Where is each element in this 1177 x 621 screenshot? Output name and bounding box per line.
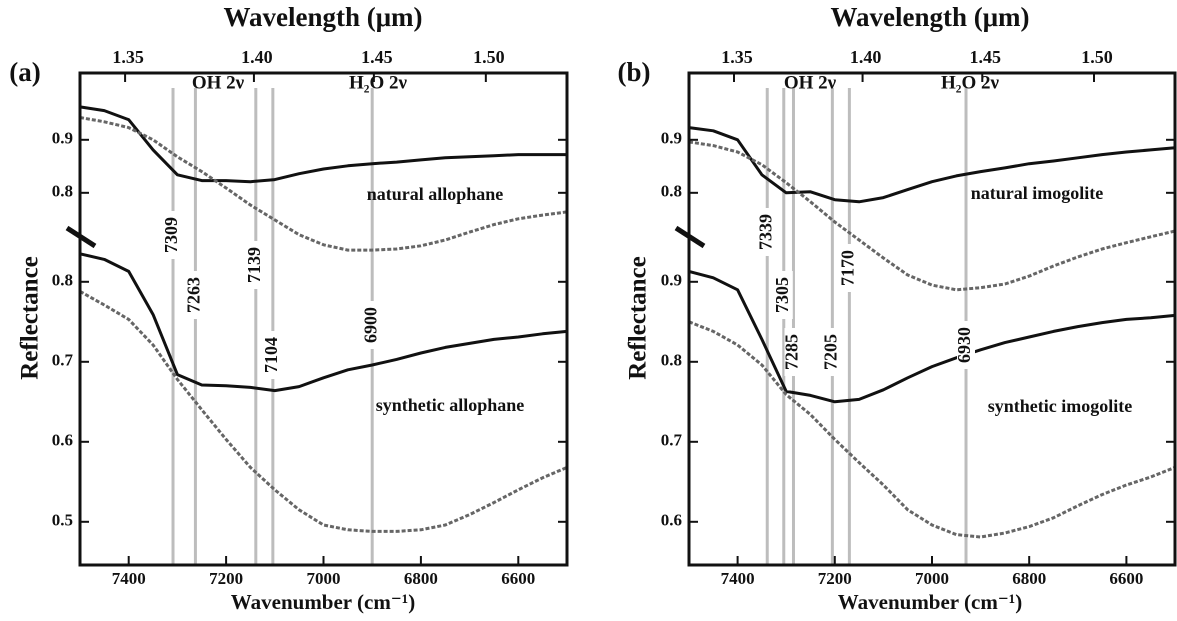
x-tick-label: 7400 bbox=[112, 569, 146, 588]
y-tick-label: 0.5 bbox=[52, 511, 73, 530]
reference-label: 7170 bbox=[838, 250, 858, 286]
reference-label: 7305 bbox=[772, 277, 792, 313]
spectrum-line bbox=[79, 116, 568, 252]
x-tick-label: 7200 bbox=[209, 569, 243, 588]
series-label: natural imogolite bbox=[971, 183, 1104, 203]
plot-frame bbox=[78, 71, 569, 567]
x2-axis-title: Wavelength (μm) bbox=[830, 2, 1029, 32]
y-axis-title: Reflectance bbox=[17, 256, 44, 380]
y-tick-label: 0.9 bbox=[52, 129, 73, 148]
spectrum-line bbox=[79, 252, 568, 393]
y-tick-label: 0.6 bbox=[52, 431, 73, 450]
panel-label: (b) bbox=[618, 57, 651, 87]
label-background bbox=[784, 328, 803, 376]
reference-label: 7339 bbox=[755, 214, 775, 250]
y-tick-label: 0.9 bbox=[661, 129, 682, 148]
x2-tick-label: 1.45 bbox=[361, 47, 393, 67]
y-tick-label: 0.6 bbox=[661, 511, 682, 530]
label-background bbox=[164, 211, 183, 259]
x-tick-label: 6800 bbox=[404, 569, 438, 588]
axis-break bbox=[674, 225, 706, 249]
x-tick-label: 7200 bbox=[818, 569, 852, 588]
reference-label: 7139 bbox=[244, 247, 264, 283]
label-background bbox=[957, 321, 976, 369]
annotation: H₂O 2ν bbox=[941, 72, 1000, 93]
x-tick-label: 6600 bbox=[501, 569, 535, 588]
plot-frame bbox=[687, 71, 1177, 567]
label-background bbox=[363, 301, 382, 349]
series-label: synthetic allophane bbox=[376, 395, 525, 415]
label-background bbox=[758, 208, 777, 256]
reference-label: 7205 bbox=[820, 334, 840, 370]
x2-tick-label: 1.35 bbox=[112, 47, 144, 67]
spectrum-line bbox=[688, 140, 1176, 292]
x-tick-label: 7000 bbox=[915, 569, 949, 588]
y-tick-label: 0.8 bbox=[661, 182, 682, 201]
reference-label: 6900 bbox=[360, 307, 380, 343]
x2-tick-label: 1.40 bbox=[850, 47, 882, 67]
x-axis-title: Wavenumber (cm⁻¹) bbox=[838, 590, 1022, 614]
x-tick-label: 7000 bbox=[307, 569, 341, 588]
reference-label: 7285 bbox=[782, 334, 802, 370]
y-tick-label: 0.8 bbox=[52, 182, 73, 201]
x2-tick-label: 1.40 bbox=[241, 47, 273, 67]
spectrum-line bbox=[688, 269, 1176, 404]
reference-label: 7309 bbox=[161, 217, 181, 253]
spectrum-line bbox=[79, 290, 568, 533]
y-tick-label: 0.8 bbox=[52, 271, 73, 290]
x-tick-label: 7400 bbox=[721, 569, 755, 588]
label-background bbox=[186, 271, 205, 319]
series-label: synthetic imogolite bbox=[988, 396, 1132, 416]
label-background bbox=[246, 241, 265, 289]
series-label: natural allophane bbox=[367, 184, 504, 204]
reference-label: 7263 bbox=[184, 277, 204, 313]
spectrum-line bbox=[688, 320, 1176, 539]
axis-break bbox=[65, 225, 97, 249]
label-background bbox=[840, 244, 859, 292]
reference-label: 6930 bbox=[954, 327, 974, 363]
x2-tick-label: 1.45 bbox=[970, 47, 1002, 67]
y-tick-label: 0.7 bbox=[661, 431, 683, 450]
reference-label: 7104 bbox=[261, 337, 281, 373]
y-tick-label: 0.7 bbox=[52, 351, 74, 370]
y-tick-label: 0.9 bbox=[661, 271, 682, 290]
x2-tick-label: 1.35 bbox=[721, 47, 753, 67]
x-tick-label: 6800 bbox=[1012, 569, 1046, 588]
spectrum-line bbox=[688, 126, 1176, 204]
annotation: H₂O 2ν bbox=[349, 72, 408, 93]
label-background bbox=[774, 271, 793, 319]
y-tick-label: 0.8 bbox=[661, 351, 682, 370]
x2-tick-label: 1.50 bbox=[1081, 47, 1113, 67]
panel-label: (a) bbox=[9, 57, 40, 87]
x2-axis-title: Wavelength (μm) bbox=[223, 2, 422, 32]
annotation: OH 2ν bbox=[784, 72, 837, 93]
label-background bbox=[823, 328, 842, 376]
annotation: OH 2ν bbox=[192, 72, 245, 93]
y-axis-title: Reflectance bbox=[625, 256, 652, 380]
x-axis-title: Wavenumber (cm⁻¹) bbox=[231, 590, 415, 614]
x-tick-label: 6600 bbox=[1109, 569, 1143, 588]
x2-tick-label: 1.50 bbox=[473, 47, 505, 67]
spectrum-line bbox=[79, 105, 567, 184]
label-background bbox=[263, 331, 282, 379]
